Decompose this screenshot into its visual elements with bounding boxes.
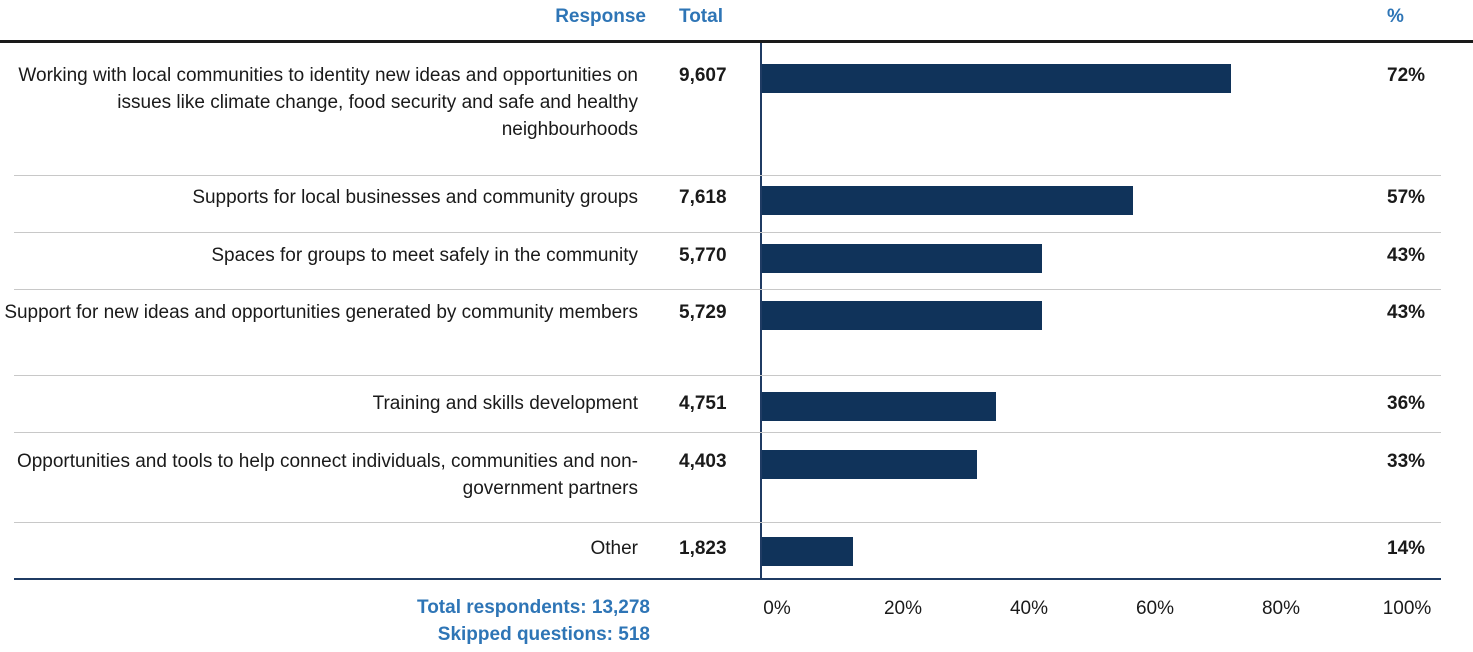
skipped-questions: Skipped questions: 518 — [437, 624, 650, 645]
row-label: Support for new ideas and opportunities … — [4, 302, 638, 323]
row-label: Supports for local businesses and commun… — [192, 187, 638, 208]
header-response: Response — [555, 6, 646, 27]
row-total: 1,823 — [679, 538, 727, 559]
header-percent: % — [1387, 6, 1404, 27]
bar — [762, 244, 1042, 273]
row-total: 4,751 — [679, 393, 727, 414]
x-tick-label: 100% — [1382, 598, 1432, 619]
row-total: 9,607 — [679, 65, 727, 86]
row-percent: 57% — [1387, 187, 1426, 208]
x-tick-label: 60% — [1135, 598, 1175, 619]
bar — [762, 392, 996, 421]
row-percent: 43% — [1387, 302, 1426, 323]
row-percent: 36% — [1387, 393, 1426, 414]
bottom-rule — [14, 578, 1441, 580]
bar — [762, 537, 853, 566]
row-percent: 72% — [1387, 65, 1426, 86]
header-total: Total — [679, 6, 723, 27]
bar — [762, 64, 1231, 93]
row-separator — [14, 175, 1441, 176]
bar — [762, 450, 977, 479]
x-tick-label: 0% — [763, 598, 791, 619]
bar — [762, 301, 1042, 330]
row-label: Training and skills development — [372, 393, 638, 414]
row-separator — [14, 232, 1441, 233]
row-label: Opportunities and tools to help connect … — [16, 451, 638, 499]
row-label: Spaces for groups to meet safely in the … — [211, 245, 638, 266]
x-tick-label: 80% — [1261, 598, 1301, 619]
row-total: 7,618 — [679, 187, 727, 208]
row-percent: 43% — [1387, 245, 1426, 266]
total-respondents: Total respondents: 13,278 — [417, 597, 650, 618]
row-separator — [14, 289, 1441, 290]
row-separator — [14, 522, 1441, 523]
row-label: Working with local communities to identi… — [18, 65, 638, 140]
row-total: 5,770 — [679, 245, 727, 266]
row-separator — [14, 375, 1441, 376]
row-percent: 14% — [1387, 538, 1426, 559]
row-total: 5,729 — [679, 302, 727, 323]
x-tick-label: 20% — [883, 598, 923, 619]
chart-axis-line — [760, 43, 762, 578]
top-rule — [0, 40, 1473, 43]
x-tick-label: 40% — [1009, 598, 1049, 619]
row-separator — [14, 432, 1441, 433]
row-total: 4,403 — [679, 451, 727, 472]
row-percent: 33% — [1387, 451, 1426, 472]
bar — [762, 186, 1133, 215]
row-label: Other — [590, 538, 638, 559]
